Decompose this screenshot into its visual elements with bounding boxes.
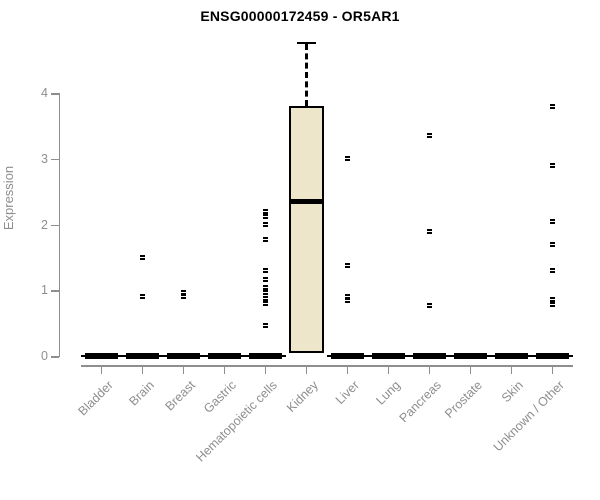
x-axis-tick: [223, 365, 226, 374]
x-axis-tick: [551, 365, 554, 374]
outlier-point: [427, 229, 433, 235]
x-axis-tick: [387, 365, 390, 374]
y-axis-tick: [51, 93, 59, 95]
outlier-point: [427, 302, 433, 308]
outlier-point: [263, 276, 269, 282]
y-axis-line: [58, 93, 60, 358]
boxplot-collapsed-box: [208, 353, 242, 359]
boxplot-collapsed-box: [372, 353, 406, 359]
outlier-point: [263, 295, 269, 301]
y-axis-tick: [51, 224, 59, 227]
boxplot-collapsed-box: [126, 353, 160, 359]
x-axis-tick: [141, 365, 144, 374]
x-axis-line: [81, 365, 573, 367]
outlier-point: [263, 285, 269, 291]
y-axis-tick-label: 1: [41, 283, 48, 298]
outlier-point: [550, 162, 556, 168]
x-axis-tick: [346, 365, 349, 374]
y-axis-tick: [51, 356, 59, 358]
y-axis-tick: [51, 290, 59, 292]
boxplot-box: [289, 105, 325, 353]
outlier-point: [263, 290, 269, 296]
outlier-point: [263, 213, 269, 219]
y-axis-tick-label: 0: [41, 349, 48, 363]
x-axis-tick: [182, 365, 185, 374]
outlier-point: [550, 302, 556, 308]
outlier-point: [550, 103, 556, 109]
outlier-point: [550, 268, 556, 274]
outlier-point: [345, 263, 351, 269]
chart-title: ENSG00000172459 - OR5AR1: [200, 8, 400, 24]
boxplot-collapsed-box: [249, 353, 283, 359]
outlier-point: [181, 294, 187, 300]
outlier-point: [550, 219, 556, 225]
boxplot-collapsed-box: [167, 353, 201, 359]
y-axis-tick: [51, 158, 59, 161]
upper-whisker-cap: [297, 41, 317, 45]
outlier-point: [427, 133, 433, 139]
outlier-point: [345, 298, 351, 304]
outlier-point: [263, 322, 269, 328]
x-axis-tick: [100, 365, 103, 374]
outlier-point: [345, 293, 351, 299]
outlier-point: [263, 268, 269, 274]
outlier-point: [140, 294, 146, 300]
outlier-point: [263, 208, 269, 214]
boxplot-collapsed-box: [331, 353, 365, 359]
outlier-point: [550, 296, 556, 302]
x-axis-tick: [428, 365, 431, 374]
y-axis-tick-label: 3: [41, 151, 48, 166]
y-axis-tick-label: 2: [41, 217, 48, 232]
outlier-point: [140, 254, 146, 260]
boxplot-collapsed-box: [85, 353, 119, 359]
upper-whisker: [305, 44, 309, 106]
boxplot-collapsed-box: [495, 353, 529, 359]
outlier-point: [263, 300, 269, 306]
outlier-point: [345, 156, 351, 162]
boxplot-collapsed-box: [454, 353, 488, 359]
outlier-point: [263, 222, 269, 228]
median-line: [289, 199, 325, 204]
outlier-point: [263, 237, 269, 243]
x-axis-tick: [510, 365, 513, 374]
outlier-point: [181, 289, 187, 295]
outlier-point: [550, 241, 556, 247]
x-axis-tick: [305, 365, 308, 374]
y-axis-tick-label: 4: [41, 86, 48, 101]
boxplot-collapsed-box: [413, 353, 447, 359]
x-axis-tick: [264, 365, 267, 374]
boxplot-collapsed-box: [536, 353, 570, 359]
x-axis-tick: [469, 365, 472, 374]
y-axis-title: Expression: [1, 165, 16, 231]
